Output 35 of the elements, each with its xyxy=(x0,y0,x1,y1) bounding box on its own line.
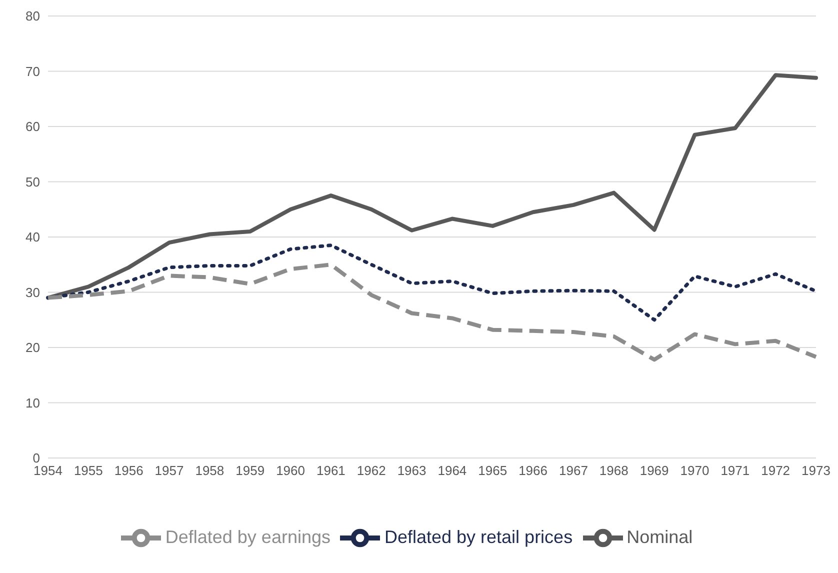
line-series xyxy=(46,262,818,362)
x-tick-label: 1957 xyxy=(154,463,184,478)
legend-label: Nominal xyxy=(626,526,693,547)
x-tick-label: 1963 xyxy=(397,463,426,478)
legend-label: Deflated by earnings xyxy=(165,526,330,547)
x-tick-label: 1954 xyxy=(34,463,62,478)
legend-label: Deflated by retail prices xyxy=(384,526,573,547)
x-tick-label: 1966 xyxy=(518,463,548,478)
y-tick-label: 10 xyxy=(26,395,40,410)
x-tick-label: 1971 xyxy=(720,463,750,478)
x-tick-label: 1973 xyxy=(802,463,830,478)
x-tick-label: 1959 xyxy=(236,463,265,478)
x-tick-label: 1965 xyxy=(478,463,508,478)
x-tick-label: 1958 xyxy=(195,463,224,478)
x-tick-label: 1955 xyxy=(74,463,103,478)
y-tick-label: 40 xyxy=(26,230,40,245)
x-tick-label: 1968 xyxy=(599,463,628,478)
x-tick-label: 1969 xyxy=(640,463,669,478)
y-tick-label: 20 xyxy=(26,340,40,356)
line-series xyxy=(46,73,818,300)
x-tick-label: 1967 xyxy=(559,463,588,478)
x-tick-label: 1970 xyxy=(680,463,710,478)
y-tick-label: 0 xyxy=(32,450,40,466)
y-tick-label: 50 xyxy=(26,174,40,190)
x-tick-label: 1962 xyxy=(356,463,386,478)
x-tick-label: 1960 xyxy=(276,463,305,478)
y-tick-label: 30 xyxy=(26,284,40,300)
y-tick-label: 60 xyxy=(26,119,40,134)
x-tick-label: 1972 xyxy=(761,463,790,478)
x-tick-label: 1964 xyxy=(438,463,467,478)
x-tick-label: 1961 xyxy=(316,463,346,478)
y-tick-label: 70 xyxy=(26,64,40,79)
line-series xyxy=(46,244,818,322)
y-tick-label: 80 xyxy=(26,8,40,24)
x-tick-label: 1956 xyxy=(114,463,144,478)
